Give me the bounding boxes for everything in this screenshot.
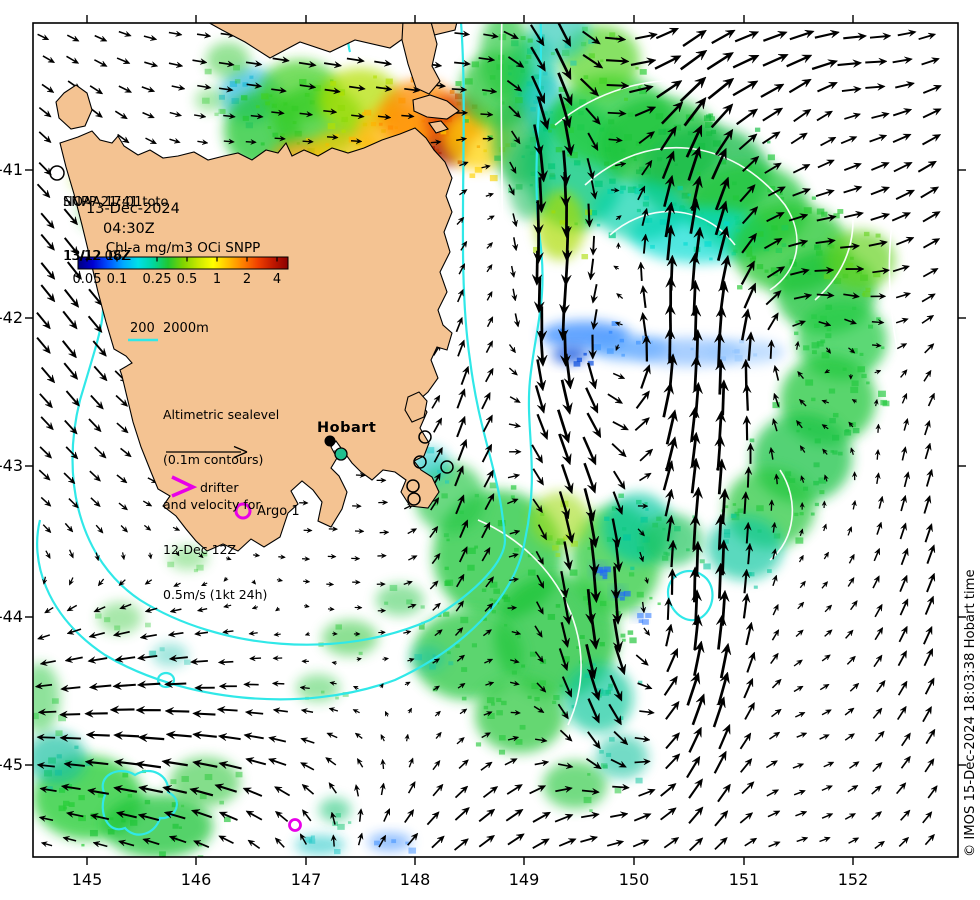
colorbar-gradient-bar [77,256,289,270]
bathy-legend-2000m: 2000m [163,321,209,336]
tasmania-landmass [59,127,453,552]
altimetry-note: Altimetric sealevel (0.1m contours) and … [163,377,279,632]
open-circle-marker [406,479,420,493]
attribution-text: © IMOS 15-Dec-2024 18:03:38 Hobart time [963,569,978,857]
pass-line2-a: 13/12 08Z [63,249,131,264]
pass-line2-b: 13/12 16Z [64,249,132,264]
pass-line1-a: SNPP 21:41 toto [63,195,169,210]
x-tick-label: 145 [72,870,103,889]
drifter-marker [171,475,198,498]
open-circle-marker [440,460,454,474]
x-tick-label: 149 [509,870,540,889]
pass-line1-b: NOAA 17:01 [63,195,143,210]
y-tick-label: -44 [0,607,23,626]
altimetry-note-line4: 12-Dec 12Z [163,542,237,557]
mooring-marker [334,447,348,461]
y-tick-label: -43 [0,456,23,475]
argo-marker [234,502,252,520]
open-circle-marker [407,492,421,506]
altimetry-note-line3: and velocity for [163,497,261,512]
colorbar-tick-label: 1 [212,272,222,287]
argo-marker-south [288,818,302,832]
open-circle-marker [49,165,65,181]
x-tick-label: 148 [400,870,431,889]
colorbar-tick-label: 0.05 [72,272,102,287]
island-4 [428,120,449,134]
markers [49,165,454,832]
colorbar-tick-label: 4 [272,272,282,287]
island-2 [401,23,441,95]
x-tick-label: 147 [291,870,322,889]
argo-label: Argo 1 [257,504,300,519]
drifter-label: drifter [200,480,239,495]
colorbar-title: Chl-a mg/m3 OCi SNPP [105,240,261,256]
city-label-hobart: Hobart [317,420,377,436]
land [55,23,460,552]
x-tick-label: 150 [619,870,650,889]
colorbar [77,256,289,270]
map-date: 13-Dec-2024 [86,201,180,217]
y-tick-label: -45 [0,755,23,774]
colorbar-tick-label: 0.25 [142,272,172,287]
colorbar-tick-label: 0.1 [106,272,128,287]
colorbar-tick-label: 2 [242,272,252,287]
satellite-pass-label: SNPP 21:41 toto NOAA 17:01 13/12 08Z 13/… [63,158,169,302]
bathy-legend-200: 200 [130,321,155,336]
x-tick-label: 151 [729,870,760,889]
colorbar-tick-label: 0.5 [176,272,198,287]
island-1 [55,84,93,130]
island-5 [404,391,428,423]
altimetry-note-line5: 0.5m/s (1kt 24h) [163,587,268,602]
island-0 [208,23,458,59]
axes: 145 146 147 148 149 150 151 152 -41 -42 -43 -44 -45 [0,15,966,889]
altimetry-note-line1: Altimetric sealevel [163,407,280,422]
x-tick-label: 152 [838,870,869,889]
plot-frame [32,22,959,858]
hobart-dot-marker [324,435,336,447]
map-time: 04:30Z [103,221,155,237]
island-3 [412,94,460,120]
velocity-scale-arrowhead [233,445,248,459]
y-tick-label: -41 [0,160,23,179]
open-circle-marker [413,455,427,469]
plot-area [33,23,943,857]
x-tick-label: 146 [181,870,212,889]
altimetry-note-line2: (0.1m contours) [163,452,264,467]
open-circle-marker [418,430,432,444]
y-tick-label: -42 [0,308,23,327]
